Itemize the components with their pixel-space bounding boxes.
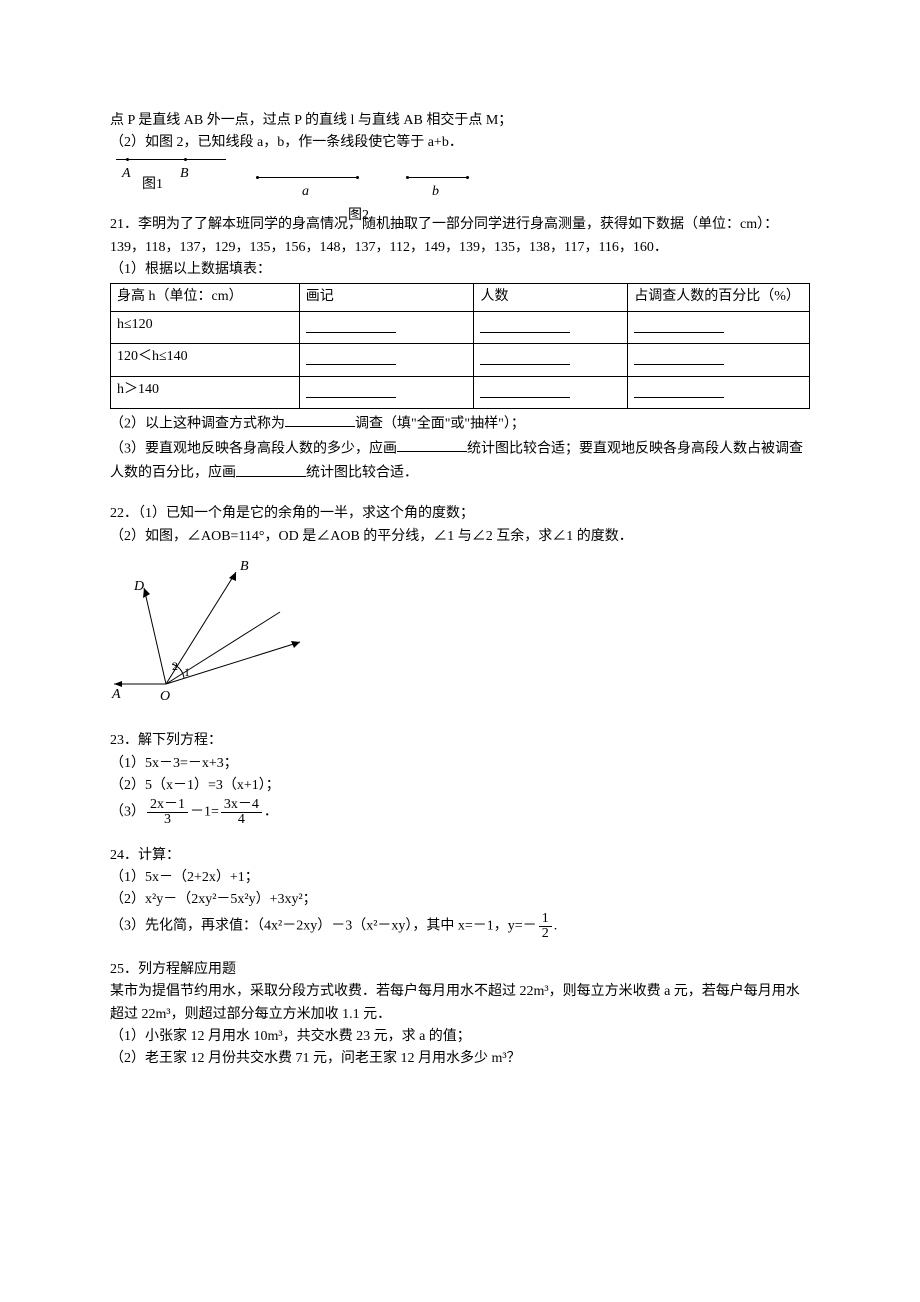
frac-num: 2x－1 <box>147 798 188 813</box>
q23-p3-prefix: （3） <box>110 804 145 819</box>
blank-input[interactable] <box>236 460 306 476</box>
q21-part3: （3）要直观地反映各身高段人数的多少，应画统计图比较合适；要直观地反映各身高段人… <box>110 436 810 486</box>
blank-input[interactable] <box>285 411 355 427</box>
q25-p2: （2）老王家 12 月份共交水费 71 元，问老王家 12 月用水多少 m³？ <box>110 1048 810 1070</box>
q21-part3-a: （3）要直观地反映各身高段人数的多少，应画 <box>110 441 397 456</box>
label-1: 1 <box>184 665 190 679</box>
fig1-caption: 图1 <box>142 174 250 196</box>
cell-blank[interactable] <box>474 376 628 408</box>
table-header-row: 身高 h（单位：cm） 画记 人数 占调查人数的百分比（%） <box>111 284 810 311</box>
q24-title: 24．计算： <box>110 845 810 867</box>
cell-h3: h＞140 <box>111 376 300 408</box>
q24-p3: （3）先化简，再求值：（4x²－2xy）－3（x²－xy），其中 x=－1，y=… <box>110 912 810 941</box>
cell-blank[interactable] <box>628 344 810 376</box>
table-row: 120＜h≤140 <box>111 344 810 376</box>
q21-part2-b: 调查（填"全面"或"抽样"）； <box>355 416 525 431</box>
cell-blank[interactable] <box>628 376 810 408</box>
fig2: a b 图2 <box>250 177 550 178</box>
q22-diagram: A O B D 1 2 <box>110 554 810 712</box>
q20-line2: （2）如图 2，已知线段 a，b，作一条线段使它等于 a+b． <box>110 132 810 154</box>
label-D: D <box>133 579 144 594</box>
angle-svg: A O B D 1 2 <box>110 554 310 704</box>
fraction: 3x－44 <box>221 798 262 827</box>
cell-blank[interactable] <box>299 344 474 376</box>
page: 点 P 是直线 AB 外一点，过点 P 的直线 l 与直线 AB 相交于点 M；… <box>0 0 920 1131</box>
q23-p2: （2）5（x－1）=3（x+1）； <box>110 775 810 797</box>
cell-blank[interactable] <box>628 311 810 343</box>
fig1: A B 图1 <box>110 159 250 196</box>
fraction: 12 <box>539 912 552 941</box>
q21-part2-a: （2）以上这种调查方式称为 <box>110 416 285 431</box>
q23-p3-suffix: ． <box>264 804 278 819</box>
q24-p3-prefix: （3）先化简，再求值：（4x²－2xy）－3（x²－xy），其中 x=－1，y=… <box>110 918 537 933</box>
table-row: h≤120 <box>111 311 810 343</box>
q23-p3: （3）2x－13－1=3x－44． <box>110 798 810 827</box>
cell-blank[interactable] <box>474 311 628 343</box>
cell-h1: h≤120 <box>111 311 300 343</box>
cell-blank[interactable] <box>474 344 628 376</box>
q24-p1: （1）5x－（2+2x）+1； <box>110 867 810 889</box>
blank-input[interactable] <box>397 436 467 452</box>
th-count: 人数 <box>474 284 628 311</box>
label-2: 2 <box>172 659 178 673</box>
q23-title: 23．解下列方程： <box>110 730 810 752</box>
q21-intro: 21．李明为了了解本班同学的身高情况，随机抽取了一部分同学进行身高测量，获得如下… <box>110 214 810 259</box>
q25-line1: 某市为提倡节约用水，采取分段方式收费．若每户每月用水不超过 22m³，则每立方米… <box>110 981 810 1026</box>
fig2-label-b: b <box>432 181 439 203</box>
frac-den: 4 <box>221 813 262 827</box>
cell-blank[interactable] <box>299 376 474 408</box>
fig2-caption: 图2 <box>348 205 369 227</box>
q21-part2: （2）以上这种调查方式称为 调查（填"全面"或"抽样"）； <box>110 411 810 436</box>
q23-p3-mid: －1= <box>190 804 219 819</box>
q20-line1: 点 P 是直线 AB 外一点，过点 P 的直线 l 与直线 AB 相交于点 M； <box>110 110 810 132</box>
fig2-label-a: a <box>302 181 309 203</box>
q21-part3-c: 统计图比较合适． <box>306 466 418 481</box>
q22-line2: （2）如图，∠AOB=114°，OD 是∠AOB 的平分线，∠1 与∠2 互余，… <box>110 526 810 548</box>
cell-blank[interactable] <box>299 311 474 343</box>
q23-p1: （1）5x－3=－x+3； <box>110 753 810 775</box>
frac-num: 3x－4 <box>221 798 262 813</box>
q21-table: 身高 h（单位：cm） 画记 人数 占调查人数的百分比（%） h≤120 120… <box>110 283 810 409</box>
q25-title: 25．列方程解应用题 <box>110 959 810 981</box>
label-O: O <box>160 689 170 704</box>
label-A: A <box>111 687 121 702</box>
frac-den: 2 <box>539 927 552 941</box>
frac-num: 1 <box>539 912 552 927</box>
cell-h2: 120＜h≤140 <box>111 344 300 376</box>
fig1-label-A: A <box>122 163 131 185</box>
th-percent: 占调查人数的百分比（%） <box>628 284 810 311</box>
q21-part1: （1）根据以上数据填表： <box>110 259 810 281</box>
q25-p1: （1）小张家 12 月用水 10m³，共交水费 23 元，求 a 的值； <box>110 1026 810 1048</box>
th-height: 身高 h（单位：cm） <box>111 284 300 311</box>
q24-p3-suffix: . <box>554 918 558 933</box>
label-B: B <box>240 559 249 574</box>
th-tally: 画记 <box>299 284 474 311</box>
q20-figures: A B 图1 a b 图2 <box>110 159 810 196</box>
frac-den: 3 <box>147 813 188 827</box>
fig1-label-B: B <box>180 163 189 185</box>
q24-p2: （2）x²y－（2xy²－5x²y）+3xy²； <box>110 889 810 911</box>
table-row: h＞140 <box>111 376 810 408</box>
q22-line1: 22．（1）已知一个角是它的余角的一半，求这个角的度数； <box>110 503 810 525</box>
fraction: 2x－13 <box>147 798 188 827</box>
